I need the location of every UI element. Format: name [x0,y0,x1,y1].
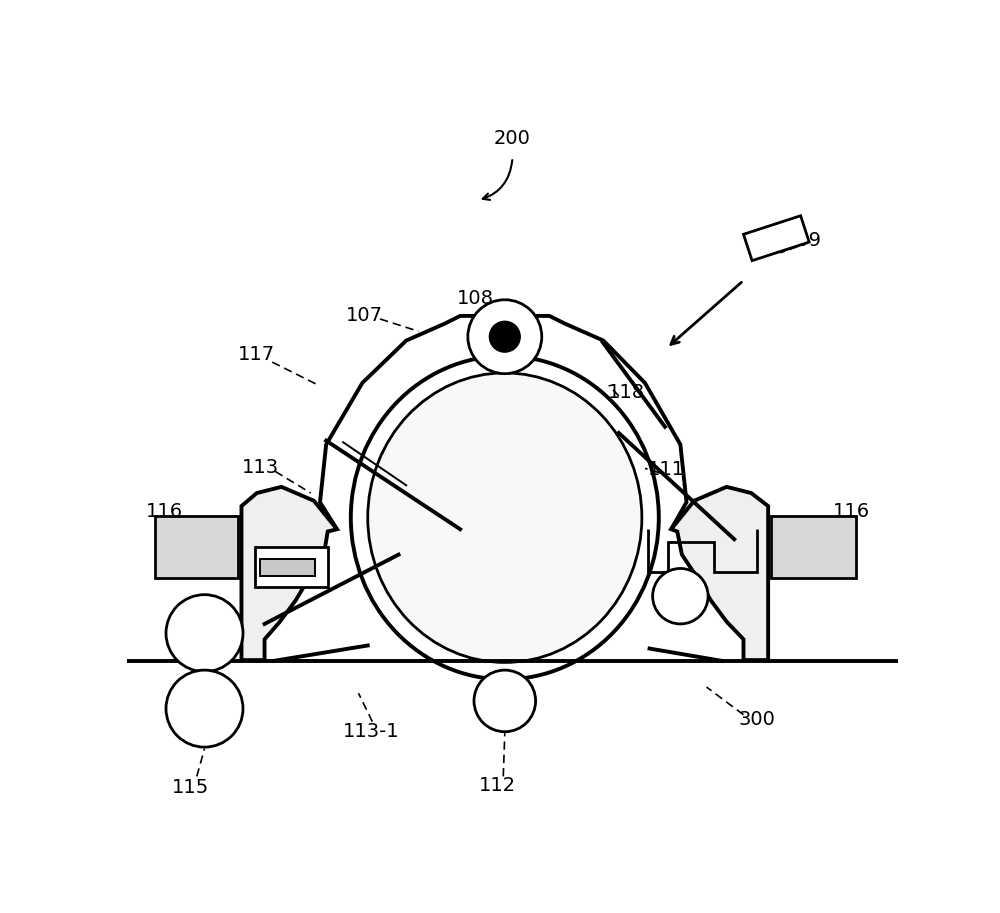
Text: 113-1: 113-1 [343,722,399,741]
FancyArrowPatch shape [483,160,512,200]
Circle shape [166,670,243,747]
Ellipse shape [368,373,642,663]
Bar [155,516,238,578]
Bar [744,215,809,261]
Circle shape [166,594,243,672]
Text: 117: 117 [238,345,275,364]
Text: 200: 200 [494,130,531,148]
Text: 107: 107 [346,307,383,325]
Circle shape [474,670,536,731]
Text: 115: 115 [172,778,209,797]
Circle shape [468,299,542,373]
Text: 109: 109 [785,231,822,250]
Polygon shape [241,487,337,660]
Text: 116: 116 [833,502,870,521]
Bar [771,516,856,578]
Text: 108: 108 [457,289,494,308]
Text: 112: 112 [479,776,516,795]
Circle shape [489,321,520,352]
Text: 111: 111 [648,460,685,479]
Text: 116: 116 [146,502,183,521]
Text: 118: 118 [608,383,645,403]
Circle shape [653,569,708,624]
Bar [260,560,315,576]
Polygon shape [671,487,768,660]
Text: 113: 113 [241,458,279,477]
Bar [255,547,328,587]
Text: 300: 300 [739,710,776,729]
